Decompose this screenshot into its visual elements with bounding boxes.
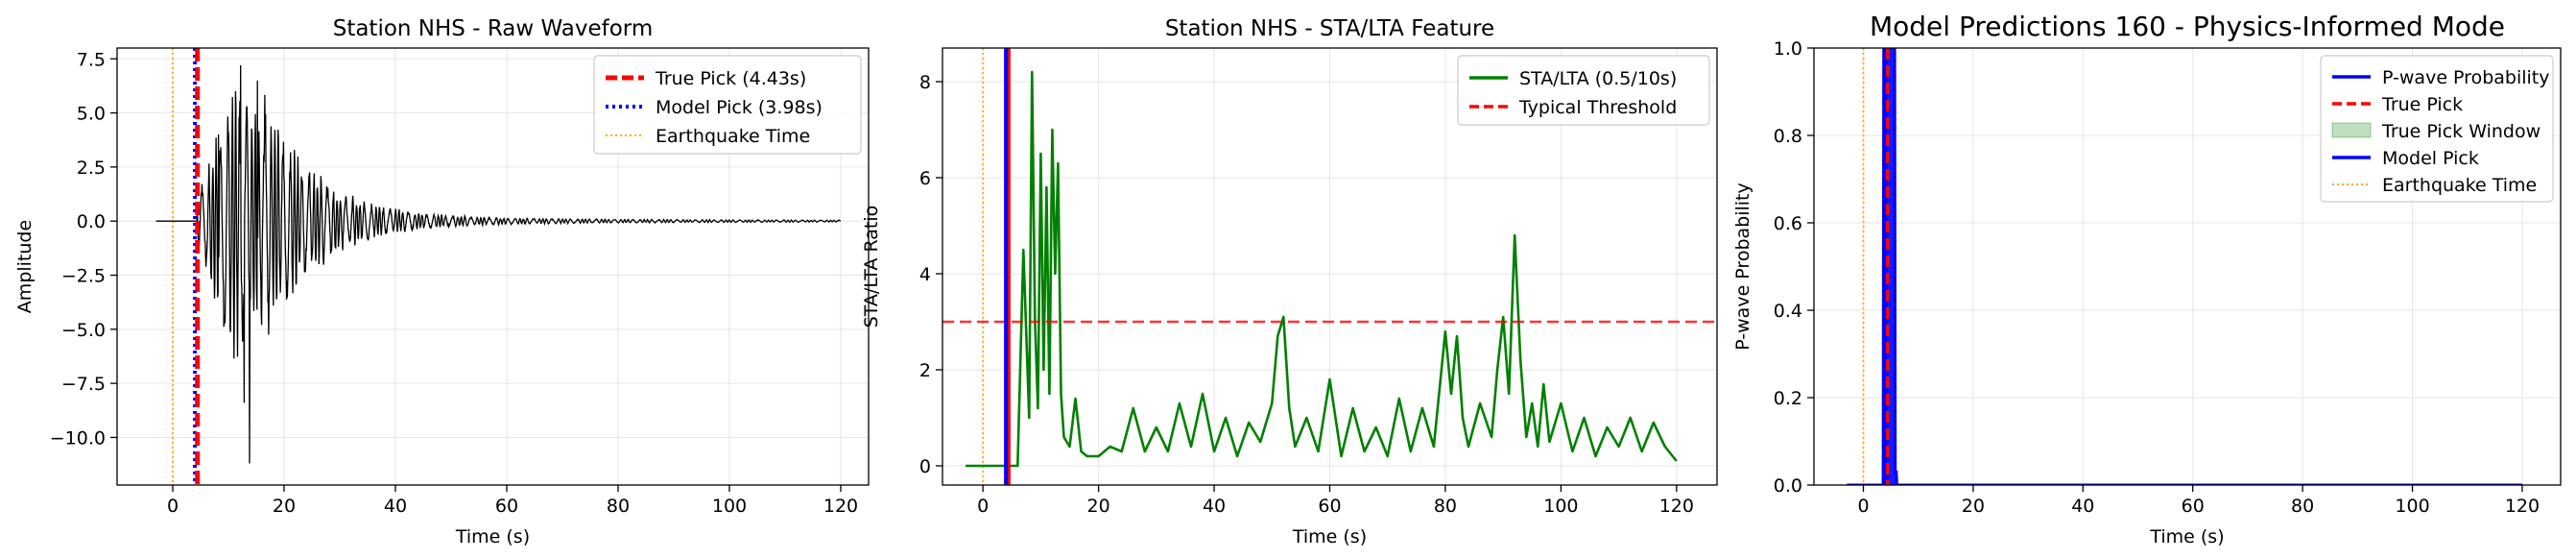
chart-panel-3: 0 20 40 60 80 100 120 0.0 0.2 0.4 0.6 0.8 1.0 Time (s…: [1732, 11, 2562, 547]
y-tick-label: 0.6: [1774, 213, 1802, 234]
plot-area: [1847, 48, 2522, 485]
x-tick-label: 0: [1857, 496, 1869, 517]
chart-title: Station NHS - STA/LTA Feature: [1165, 16, 1494, 41]
y-tick-label: 0.4: [1774, 301, 1802, 322]
y-tick-label: 0.8: [1774, 126, 1802, 147]
legend-entry: Typical Threshold: [1518, 97, 1677, 118]
y-tick-label: 2: [919, 360, 931, 381]
chart-title: Station NHS - Raw Waveform: [333, 16, 654, 41]
x-tick-label: 0: [167, 496, 179, 517]
axes-frame: [116, 47, 870, 486]
y-tick-label: −5.0: [61, 320, 106, 341]
legend-entry: STA/LTA (0.5/10s): [1519, 68, 1677, 89]
x-tick-label: 20: [273, 496, 296, 517]
x-tick-label: 100: [1543, 496, 1578, 517]
waveform-line: [155, 64, 842, 464]
x-tick-label: 120: [1659, 496, 1694, 517]
y-tick-label: 0.0: [77, 211, 106, 232]
x-tick-label: 20: [1962, 496, 1985, 517]
y-tick-label: −2.5: [61, 266, 106, 287]
legend-entry: True Pick: [2381, 94, 2463, 115]
legend-entry: P-wave Probability: [2382, 67, 2550, 88]
legend-box: [2320, 55, 2554, 203]
x-tick-label: 120: [823, 496, 858, 517]
y-axis-label: P-wave Probability: [1732, 182, 1753, 351]
y-tick-label: 0.2: [1774, 388, 1802, 409]
x-axis-label: Time (s): [1292, 526, 1367, 547]
legend-entry: Earthquake Time: [2382, 175, 2537, 196]
legend-entry: True Pick (4.43s): [655, 68, 806, 89]
legend: P-wave Probability True Pick True Pick Win…: [2320, 55, 2554, 203]
x-tick-label: 100: [712, 496, 747, 517]
y-tick-label: 5.0: [77, 104, 106, 125]
x-axis-label: Time (s): [455, 526, 530, 547]
y-tick-label: 1.0: [1774, 38, 1802, 60]
x-tick-label: 80: [1434, 496, 1457, 517]
y-tick-label: −7.5: [61, 374, 106, 395]
legend-entry: Earthquake Time: [656, 126, 810, 147]
chart-panel-1: 0 20 40 60 80 100 120 −10.0 −7.5 −5.0 −2.5 0.0 2.5 5.…: [14, 16, 870, 547]
legend-entry: Model Pick: [2382, 148, 2479, 169]
x-tick-label: 60: [1318, 496, 1341, 517]
legend: STA/LTA (0.5/10s) Typical Threshold: [1457, 55, 1710, 126]
x-tick-label: 80: [2291, 496, 2314, 517]
y-tick-label: 0.0: [1774, 475, 1802, 497]
legend-box: [1457, 55, 1710, 126]
plot-area: [155, 48, 842, 485]
x-tick-label: 60: [495, 496, 518, 517]
x-tick-label: 0: [977, 496, 989, 517]
chart-title: Model Predictions 160 - Physics-Informed…: [1870, 11, 2505, 42]
y-tick-label: 8: [919, 72, 931, 93]
probability-line: [1847, 48, 2522, 485]
y-tick-label: 2.5: [77, 158, 106, 179]
legend-entry: Model Pick (3.98s): [656, 97, 823, 118]
y-axis-label: Amplitude: [14, 220, 36, 313]
legend: True Pick (4.43s) Model Pick (3.98s) Earth…: [593, 55, 862, 155]
y-tick-label: 6: [919, 168, 931, 189]
x-tick-label: 100: [2395, 496, 2429, 517]
axes-frame: [1813, 47, 2562, 486]
sta-lta-line: [966, 70, 1678, 468]
plot-area: [942, 48, 1717, 485]
legend-entry: True Pick Window: [2381, 121, 2540, 142]
x-tick-label: 80: [607, 496, 630, 517]
y-axis-label: STA/LTA Ratio: [861, 206, 882, 328]
y-tick-label: −10.0: [50, 427, 106, 449]
chart-panel-2: 0 20 40 60 80 100 120 0 2 4 6 8 Time (s) STA/LTA Rati…: [861, 16, 1718, 547]
y-tick-label: 7.5: [77, 49, 106, 70]
x-tick-label: 20: [1087, 496, 1110, 517]
x-tick-label: 40: [2071, 496, 2094, 517]
y-tick-label: 0: [919, 456, 931, 477]
x-tick-label: 120: [2505, 496, 2540, 517]
y-tick-label: 4: [919, 264, 931, 285]
x-axis-label: Time (s): [2149, 526, 2224, 547]
legend-box: [593, 55, 862, 155]
x-tick-label: 60: [2182, 496, 2205, 517]
legend-swatch: [2331, 122, 2372, 138]
x-tick-label: 40: [384, 496, 407, 517]
x-tick-label: 40: [1203, 496, 1226, 517]
